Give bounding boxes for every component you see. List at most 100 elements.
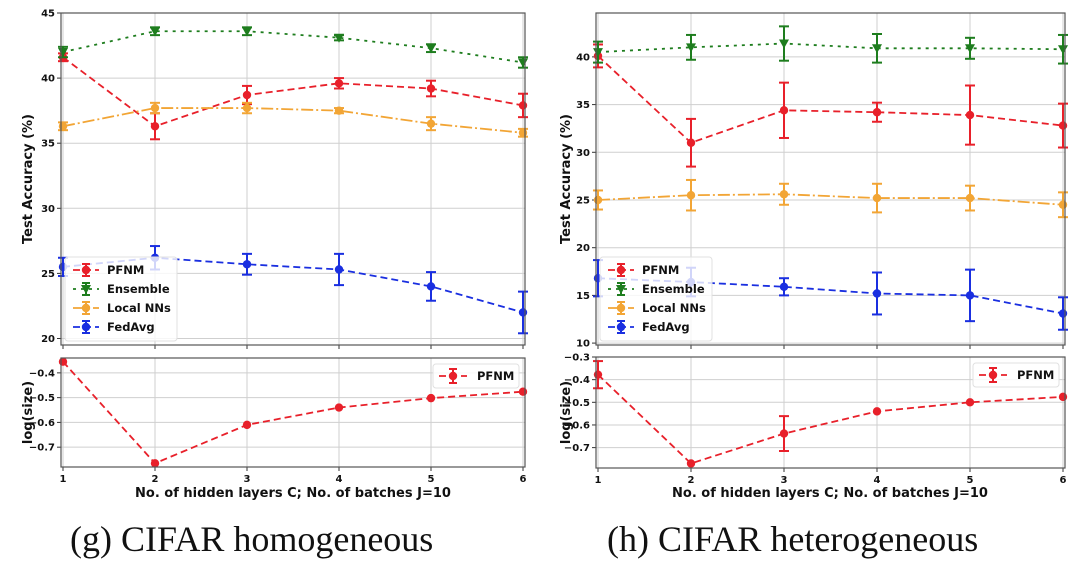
data-point [58, 122, 68, 131]
data-point [872, 407, 882, 416]
x-tick-label: 2 [688, 475, 695, 486]
data-point [1058, 392, 1068, 402]
legend-label: PFNM [642, 263, 679, 277]
y-axis-label: Test Accuracy (%) [559, 114, 574, 244]
y-tick-label: −0.5 [564, 398, 590, 409]
legend-marker [616, 265, 626, 275]
legend-marker [616, 303, 626, 313]
axes-frame [595, 356, 1066, 469]
legend-marker [448, 371, 458, 381]
data-point [518, 101, 528, 110]
legend-marker [81, 322, 91, 332]
legend-label: Ensemble [107, 282, 170, 296]
legend-label: FedAvg [107, 320, 155, 334]
panel-g-top-axes: 20 25 30 35 40 45 Test Accuracy (%) PFNM Ensembl… [21, 9, 528, 349]
data-point [872, 193, 882, 203]
y-tick-label: 15 [576, 291, 590, 302]
y-axis-label: log(size) [21, 381, 36, 444]
data-point [1058, 121, 1068, 130]
series-pfnm [58, 52, 528, 141]
y-tick-label: 45 [41, 9, 55, 20]
data-point [965, 193, 975, 203]
data-point [872, 44, 882, 54]
y-tick-label: 35 [41, 139, 55, 150]
legend-label: PFNM [1017, 368, 1054, 382]
x-tick-label: 3 [244, 474, 251, 485]
data-point [1058, 309, 1068, 318]
data-point [518, 58, 528, 68]
series-fedavg [593, 259, 1068, 331]
x-tick-label: 6 [1060, 475, 1067, 486]
data-point [686, 459, 696, 468]
legend-marker [616, 322, 626, 332]
data-point [426, 44, 436, 54]
data-point [686, 138, 696, 147]
data-point [150, 122, 160, 131]
data-point [426, 119, 436, 128]
series-ensemble [593, 25, 1068, 65]
axes-frame [60, 357, 526, 468]
x-tick-label: 5 [428, 474, 435, 485]
series-pfnm [593, 43, 1068, 168]
x-axis-label: No. of hidden layers C; No. of batches J… [135, 486, 451, 501]
series-line [62, 107, 524, 134]
y-tick-label: 40 [41, 74, 55, 85]
legend-marker [616, 285, 626, 294]
y-tick-label: 35 [576, 100, 590, 111]
y-tick-label: −0.7 [29, 443, 55, 454]
series-line [62, 56, 524, 128]
x-tick-label: 4 [336, 474, 343, 485]
data-point [242, 420, 252, 430]
series-local-nns [593, 178, 1068, 219]
data-point [779, 190, 789, 199]
data-point [872, 289, 882, 298]
data-point [426, 282, 436, 291]
series-line [597, 42, 1064, 54]
x-tick-label: 3 [781, 475, 788, 486]
x-tick-label: 6 [520, 474, 527, 485]
y-tick-label: 20 [41, 334, 55, 345]
y-tick-label: 25 [41, 269, 55, 280]
data-point [518, 128, 528, 137]
data-point [1058, 45, 1068, 55]
y-tick-label: −0.6 [564, 420, 590, 431]
legend-label: Ensemble [642, 282, 705, 296]
data-point [150, 459, 160, 468]
legend: PFNM [432, 363, 520, 389]
y-tick-label: −0.3 [564, 353, 590, 364]
panel-h-top-axes: 10 15 20 25 30 35 40 Test Accuracy (%) PFNM Ensem… [559, 12, 1068, 350]
series-local-nns [58, 101, 528, 138]
data-point [242, 103, 252, 113]
data-point [334, 106, 344, 115]
data-point [965, 110, 975, 120]
data-point [426, 84, 436, 93]
legend-box [64, 256, 178, 342]
series-line [597, 193, 1064, 206]
series-ensemble [58, 26, 528, 69]
caption-g: (g) CIFAR homogeneous [70, 519, 434, 559]
y-tick-label: 25 [576, 195, 590, 206]
x-tick-label: 4 [874, 475, 881, 486]
legend-marker [81, 265, 91, 275]
data-point [1058, 200, 1068, 209]
legend: PFNM Ensemble Local NNs FedAvg [599, 256, 713, 342]
y-tick-label: −0.7 [564, 443, 590, 454]
y-tick-label: −0.4 [29, 368, 55, 379]
x-tick-label: 1 [595, 475, 602, 486]
x-tick-label: 1 [60, 474, 67, 485]
data-point [779, 39, 789, 49]
data-point [334, 79, 344, 88]
y-tick-label: −0.4 [564, 375, 590, 386]
y-tick-label: 30 [41, 204, 55, 215]
axes-frame [60, 12, 526, 346]
data-point [58, 357, 68, 366]
data-point [518, 308, 528, 317]
data-point [242, 90, 252, 100]
legend-label: PFNM [107, 263, 144, 277]
y-tick-label: 20 [576, 243, 590, 254]
legend-label: Local NNs [107, 301, 171, 315]
data-point [965, 291, 975, 300]
data-point [686, 43, 696, 53]
